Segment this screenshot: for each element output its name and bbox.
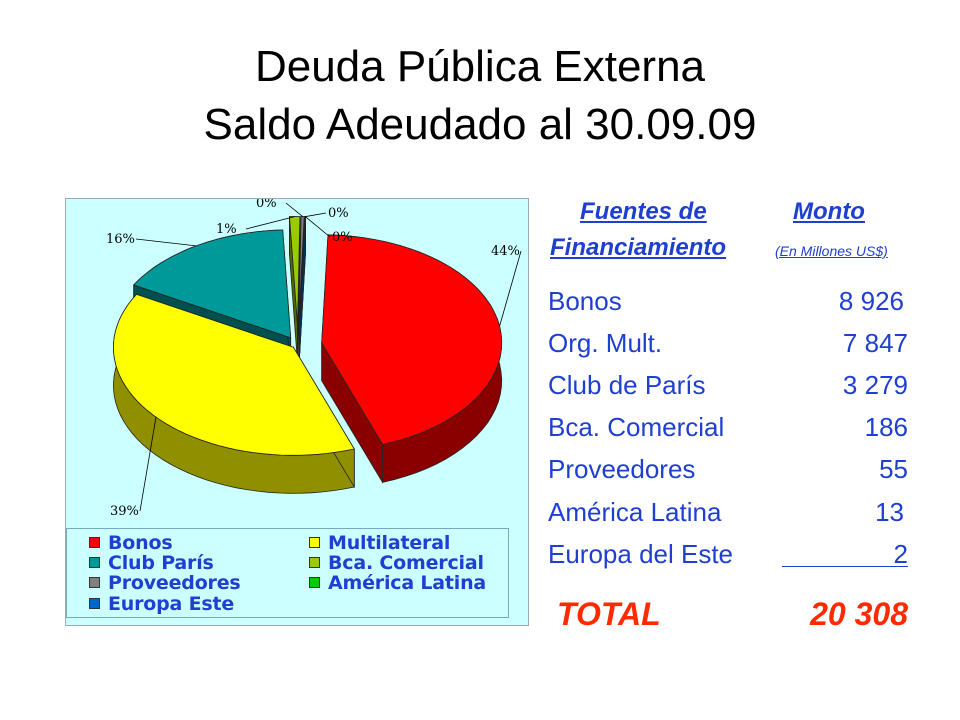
- row-value: 13: [875, 497, 904, 527]
- pie-pct-label: 16%: [106, 232, 135, 247]
- pie-chart: 44% 39% 16% 1% 0% 0% 0%: [106, 199, 522, 519]
- legend-item: Bca. Comercial: [309, 551, 484, 574]
- pie-pct-label: 39%: [110, 504, 139, 519]
- row-value: 55: [879, 454, 908, 484]
- legend-swatch: [309, 557, 320, 568]
- legend-item: Club París: [89, 551, 214, 574]
- page-title: Deuda Pública Externa: [254, 42, 706, 91]
- legend-label: Bonos: [108, 531, 173, 554]
- total-label: TOTAL: [557, 596, 661, 632]
- legend-swatch: [309, 537, 320, 548]
- pie-leader-line: [285, 202, 303, 217]
- subtotal-underline: [782, 566, 908, 567]
- legend-label: Proveedores: [108, 571, 241, 594]
- row-name: Org. Mult.: [548, 328, 663, 358]
- header-amount: Monto: [793, 198, 865, 225]
- legend-label: Multilateral: [328, 531, 451, 554]
- row-name: Bonos: [548, 286, 622, 316]
- row-value: 8 926: [838, 286, 904, 316]
- pie-pct-label: 0%: [332, 230, 353, 245]
- row-name: Bca. Comercial: [548, 412, 725, 442]
- pie-leader-line: [139, 417, 157, 512]
- pie-leader-line: [499, 250, 522, 327]
- legend-swatch: [89, 577, 100, 588]
- pie-leader-line: [135, 238, 197, 247]
- legend-swatch: [309, 577, 320, 588]
- legend-label: Europa Este: [108, 592, 235, 615]
- row-value: 186: [864, 412, 908, 442]
- row-name: Club de París: [548, 370, 706, 400]
- legend-label: Bca. Comercial: [328, 551, 484, 574]
- row-value: 2: [893, 539, 908, 569]
- legend-item: América Latina: [309, 571, 487, 594]
- legend-swatch: [89, 598, 100, 609]
- pie-pct-label: 0%: [256, 199, 277, 211]
- legend-label: América Latina: [328, 571, 487, 594]
- legend-label: Club París: [108, 551, 214, 574]
- header-source-line2: Financiamiento: [550, 234, 727, 261]
- row-name: Proveedores: [548, 454, 696, 484]
- row-name: América Latina: [548, 497, 722, 527]
- header-source-line1: Fuentes de: [580, 198, 707, 225]
- pie-leader-line: [305, 216, 331, 238]
- row-value: 7 847: [842, 328, 908, 358]
- pie-leader-line: [245, 216, 295, 230]
- row-name: Europa del Este: [548, 539, 734, 569]
- chart-legend: Bonos Multilateral Club París Bca. Comer…: [66, 528, 509, 618]
- header-unit: (En Millones US$): [775, 243, 888, 259]
- legend-swatch: [89, 557, 100, 568]
- page-subtitle: Saldo Adeudado al 30.09.09: [203, 100, 757, 149]
- legend-item: Bonos: [89, 531, 173, 554]
- legend-item: Multilateral: [309, 531, 451, 554]
- row-value: 3 279: [842, 370, 908, 400]
- legend-item: Europa Este: [89, 592, 235, 615]
- total-value: 20 308: [810, 596, 908, 632]
- pie-slice: [321, 234, 503, 445]
- pie-pct-label: 1%: [216, 222, 237, 237]
- pie-slice: [112, 293, 355, 456]
- pie-pct-label: 44%: [491, 244, 520, 259]
- legend-swatch: [89, 537, 100, 548]
- pie-pct-label: 0%: [328, 206, 349, 221]
- pie-slice: [289, 216, 301, 325]
- pie-leader-line: [304, 212, 327, 218]
- legend-item: Proveedores: [89, 571, 241, 594]
